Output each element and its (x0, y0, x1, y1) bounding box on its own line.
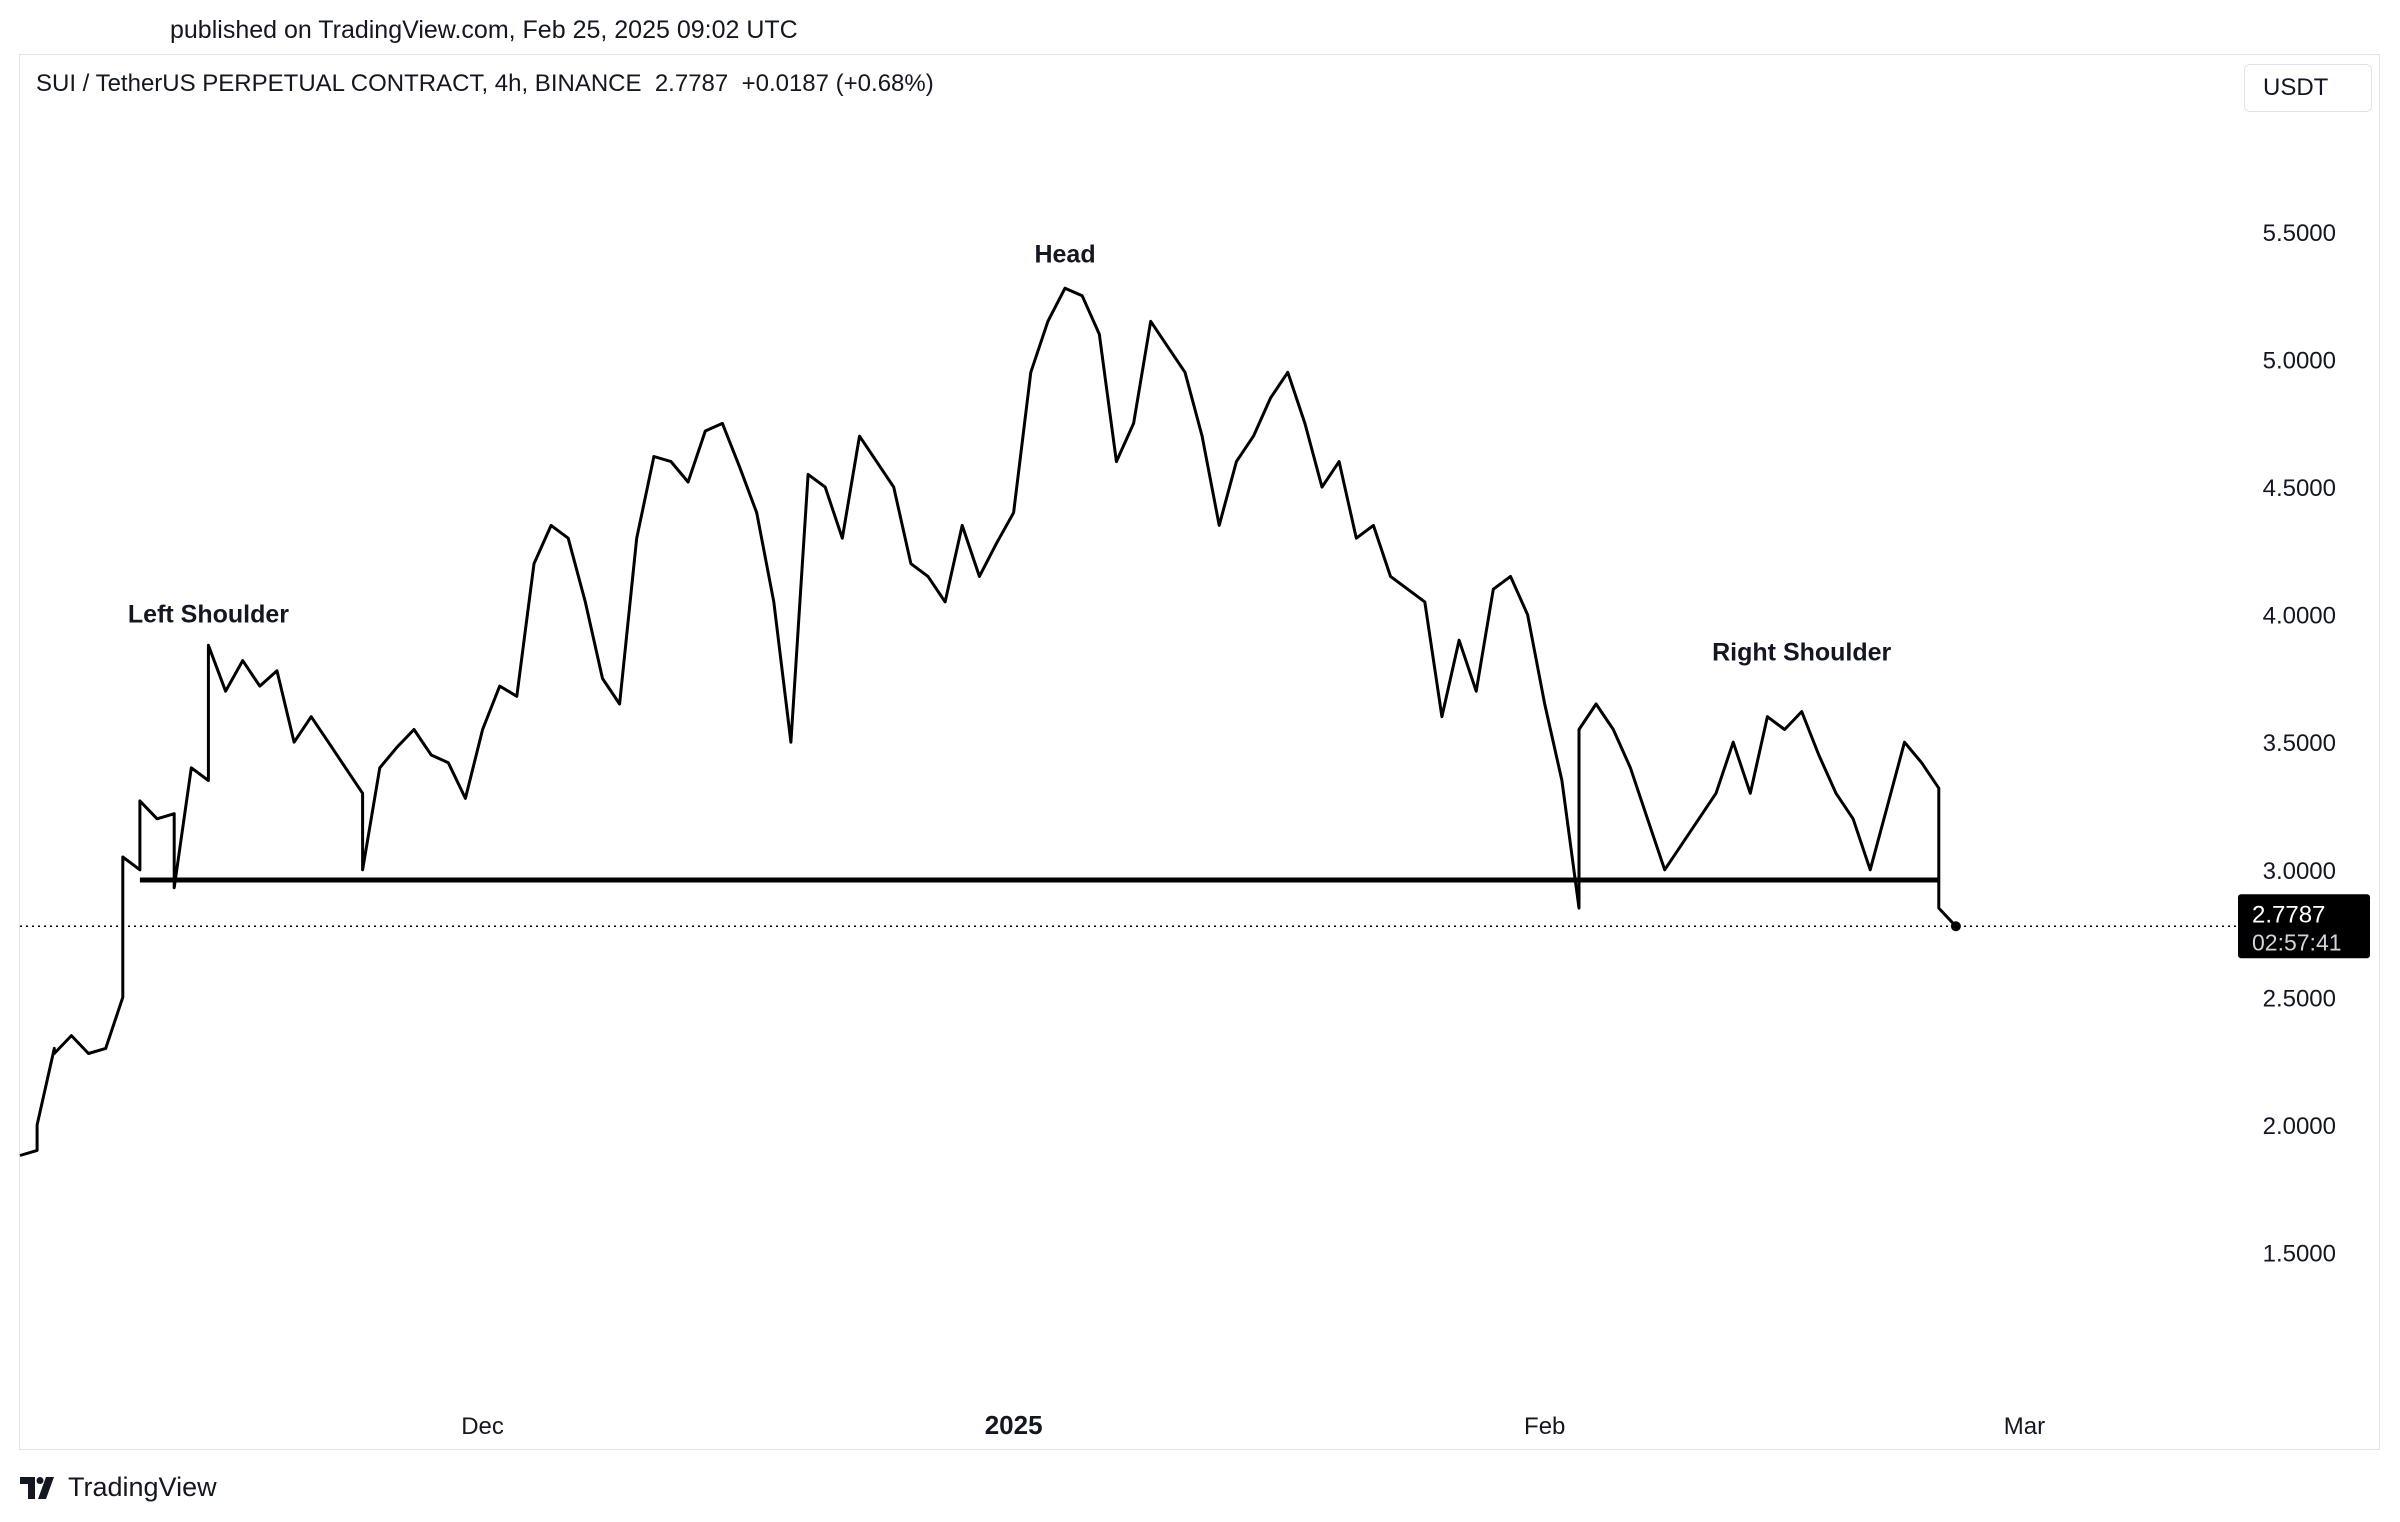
price-label-countdown: 02:57:41 (2252, 929, 2342, 955)
price-line (19, 286, 1957, 1157)
currency-button[interactable]: USDT (2244, 64, 2372, 112)
last-price-layer (20, 921, 2240, 932)
tradingview-logo[interactable]: TradingView (20, 1472, 217, 1503)
y-tick-label: 3.0000 (2263, 858, 2336, 885)
price-label: 2.7787 02:57:41 (2238, 894, 2370, 959)
x-axis: Dec 2025 Feb Mar (461, 1410, 2045, 1440)
y-tick-label: 4.5000 (2263, 475, 2336, 502)
chart-pane[interactable] (19, 54, 2380, 1450)
y-tick-label: 4.0000 (2263, 603, 2336, 630)
price-label-box (2238, 894, 2370, 959)
x-tick-label: Mar (2004, 1413, 2045, 1440)
y-tick-label: 2.5000 (2263, 985, 2336, 1012)
x-tick-label: Feb (1524, 1413, 1565, 1440)
annotation-label: Right Shoulder (1712, 639, 1891, 667)
y-tick-label: 3.5000 (2263, 730, 2336, 757)
y-tick-label: 1.5000 (2263, 1240, 2336, 1267)
price-line-layer (19, 286, 1957, 1157)
annotation-label: Head (1034, 241, 1095, 269)
price-label-value: 2.7787 (2252, 901, 2325, 928)
published-caption: published on TradingView.com, Feb 25, 20… (170, 16, 798, 44)
annotation-layer: Left Shoulder Head Right Shoulder (128, 241, 1892, 667)
y-tick-label: 2.0000 (2263, 1113, 2336, 1140)
x-tick-label: Dec (461, 1413, 504, 1440)
y-tick-label: 5.5000 (2263, 220, 2336, 247)
x-tick-label: 2025 (985, 1410, 1043, 1440)
symbol-legend: SUI / TetherUS PERPETUAL CONTRACT, 4h, B… (36, 70, 934, 97)
last-price-dot (1950, 921, 1961, 932)
tradingview-logo-text: TradingView (68, 1472, 217, 1502)
y-axis: 5.5000 5.0000 4.5000 4.0000 3.5000 3.0000 2.50… (2263, 220, 2336, 1267)
tradingview-logo-icon (20, 1476, 54, 1499)
annotation-label: Left Shoulder (128, 600, 289, 628)
y-tick-label: 5.0000 (2263, 348, 2336, 375)
